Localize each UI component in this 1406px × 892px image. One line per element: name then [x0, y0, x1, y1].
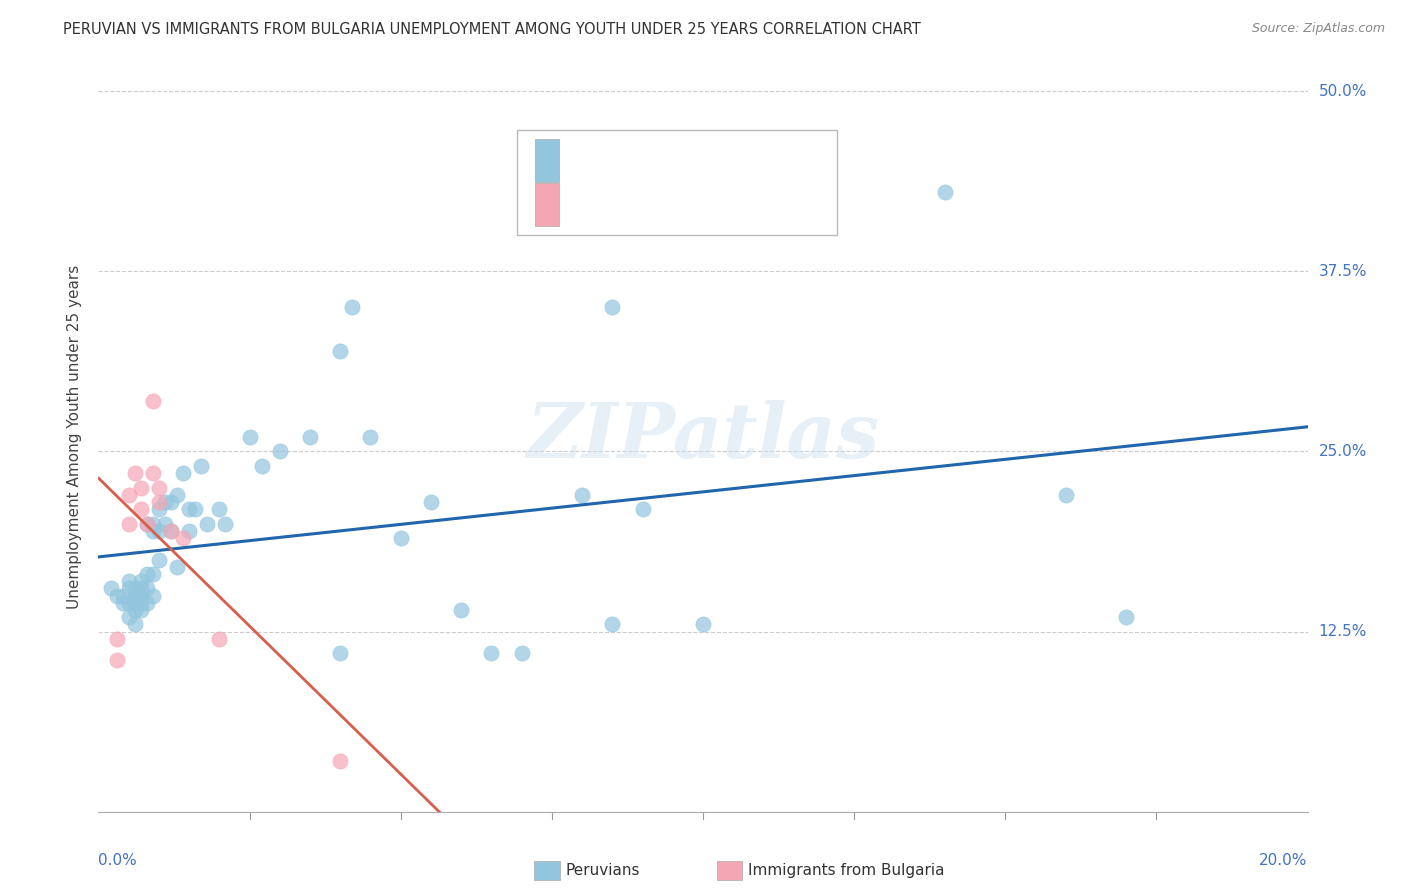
Point	[118, 596, 141, 610]
Point	[214, 516, 236, 531]
Point	[129, 596, 152, 610]
Point	[195, 516, 218, 531]
Point	[129, 603, 152, 617]
Text: 37.5%: 37.5%	[1319, 264, 1367, 279]
Point	[129, 574, 152, 589]
Point	[105, 653, 128, 667]
Point	[329, 754, 352, 768]
Point	[124, 466, 146, 480]
Point	[118, 488, 141, 502]
Point	[166, 559, 188, 574]
Point	[135, 596, 157, 610]
Point	[142, 566, 165, 581]
Point	[129, 481, 152, 495]
Point	[239, 430, 262, 444]
Point	[124, 603, 146, 617]
Point	[153, 495, 176, 509]
Point	[510, 646, 533, 660]
Point	[160, 524, 183, 538]
Point	[148, 552, 170, 566]
Point	[184, 502, 207, 516]
Text: 50.0%: 50.0%	[1319, 84, 1367, 99]
Text: Source: ZipAtlas.com: Source: ZipAtlas.com	[1251, 22, 1385, 36]
Point	[153, 516, 176, 531]
Point	[105, 632, 128, 646]
Point	[631, 502, 654, 516]
Point	[692, 617, 714, 632]
Point	[118, 574, 141, 589]
Point	[602, 617, 624, 632]
Point	[124, 589, 146, 603]
Point	[142, 516, 165, 531]
Point	[1054, 488, 1077, 502]
Point	[160, 524, 183, 538]
Point	[450, 603, 472, 617]
Point	[135, 516, 157, 531]
Text: 25.0%: 25.0%	[1319, 444, 1367, 459]
Point	[269, 444, 291, 458]
Point	[129, 582, 152, 596]
Point	[111, 589, 134, 603]
Point	[360, 430, 382, 444]
Point	[299, 430, 322, 444]
Text: ZIPatlas: ZIPatlas	[526, 401, 880, 474]
Point	[172, 531, 194, 545]
Y-axis label: Unemployment Among Youth under 25 years: Unemployment Among Youth under 25 years	[67, 265, 83, 609]
Point	[118, 516, 141, 531]
Point	[1115, 610, 1137, 624]
Text: Immigrants from Bulgaria: Immigrants from Bulgaria	[748, 863, 945, 878]
Point	[124, 617, 146, 632]
Point	[118, 610, 141, 624]
Point	[142, 524, 165, 538]
Point	[135, 566, 157, 581]
Point	[179, 502, 201, 516]
Text: Peruvians: Peruvians	[565, 863, 640, 878]
Point	[148, 481, 170, 495]
Point	[124, 582, 146, 596]
Point	[142, 589, 165, 603]
Point	[166, 488, 188, 502]
Point	[142, 466, 165, 480]
Point	[129, 502, 152, 516]
Point	[135, 516, 157, 531]
Point	[118, 582, 141, 596]
Text: 20.0%: 20.0%	[1260, 853, 1308, 868]
Point	[148, 524, 170, 538]
Text: R =  0.350: R = 0.350	[565, 195, 662, 214]
Point	[329, 646, 352, 660]
Point	[100, 582, 122, 596]
Point	[420, 495, 443, 509]
Text: PERUVIAN VS IMMIGRANTS FROM BULGARIA UNEMPLOYMENT AMONG YOUTH UNDER 25 YEARS COR: PERUVIAN VS IMMIGRANTS FROM BULGARIA UNE…	[63, 22, 921, 37]
Text: R =  0.441: R = 0.441	[565, 152, 662, 169]
Point	[190, 458, 212, 473]
Point	[208, 502, 231, 516]
Text: 0.0%: 0.0%	[98, 853, 138, 868]
Point	[481, 646, 503, 660]
Point	[160, 495, 183, 509]
Point	[342, 301, 364, 315]
Text: N = 16: N = 16	[686, 195, 754, 214]
Point	[179, 524, 201, 538]
Point	[135, 582, 157, 596]
Point	[129, 589, 152, 603]
Point	[148, 502, 170, 516]
Point	[105, 589, 128, 603]
Text: 12.5%: 12.5%	[1319, 624, 1367, 639]
Point	[389, 531, 412, 545]
Point	[934, 185, 956, 199]
Point	[111, 596, 134, 610]
Text: N = 64: N = 64	[686, 152, 754, 169]
Point	[250, 458, 273, 473]
Point	[208, 632, 231, 646]
Point	[172, 466, 194, 480]
Point	[142, 394, 165, 409]
Point	[329, 343, 352, 358]
Point	[602, 301, 624, 315]
Point	[571, 488, 593, 502]
Point	[124, 596, 146, 610]
Point	[148, 495, 170, 509]
